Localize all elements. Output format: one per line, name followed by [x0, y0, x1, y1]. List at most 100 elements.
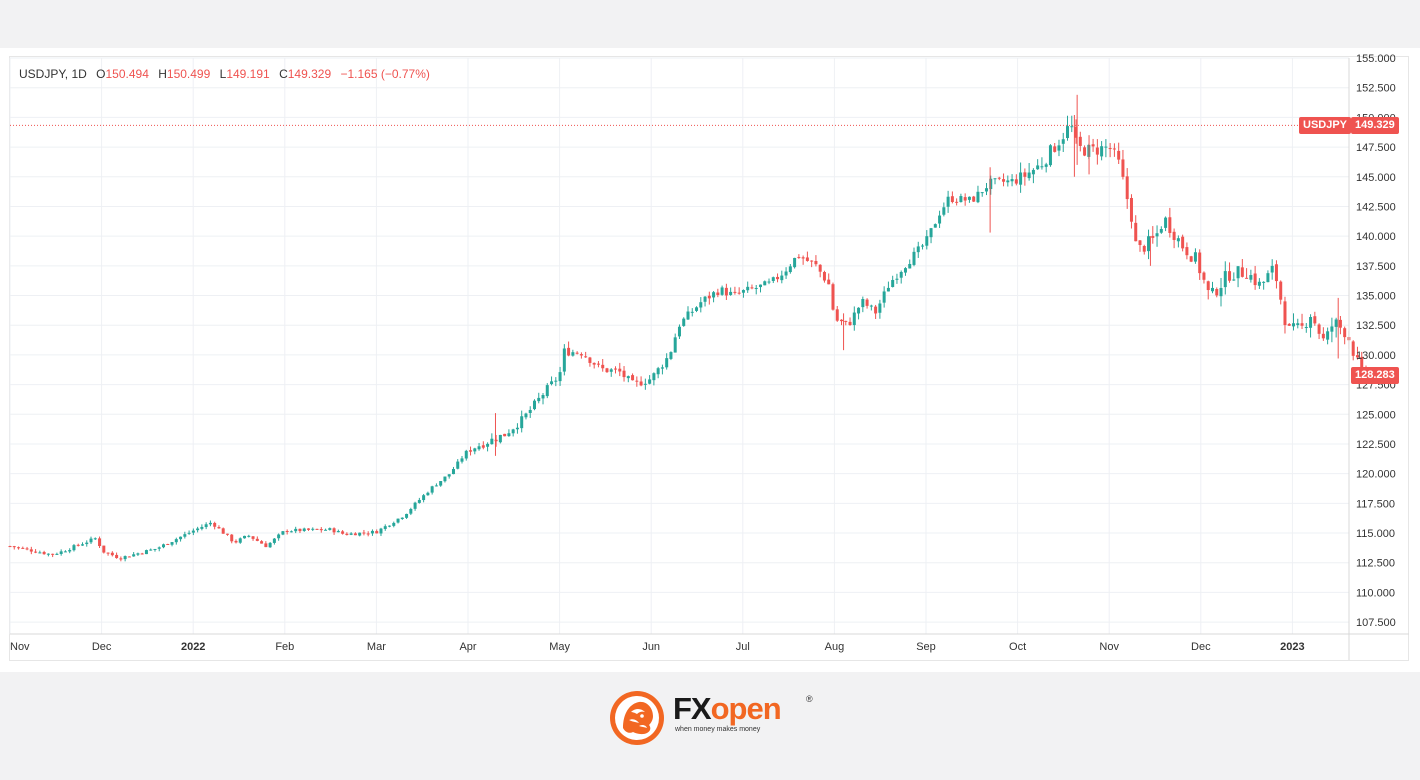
x-tick-label: Jun	[642, 641, 660, 653]
candle-body	[503, 433, 507, 437]
candle-body	[328, 528, 332, 530]
candle-body	[153, 548, 157, 550]
candle-body	[1223, 271, 1227, 288]
candle-body	[520, 416, 524, 429]
candle-body	[1245, 277, 1249, 279]
x-tick-label: Aug	[825, 641, 845, 653]
x-tick-label: Sep	[916, 641, 936, 653]
candle-body	[1292, 323, 1296, 327]
candle-body	[332, 528, 336, 533]
candle-body	[989, 178, 993, 190]
candlestick-chart[interactable]: 155.000152.500150.000147.500145.000142.5…	[0, 0, 1420, 672]
candle-body	[460, 458, 464, 462]
candle-body	[140, 553, 144, 555]
candle-body	[405, 513, 409, 518]
candle-body	[558, 372, 562, 382]
candle-body	[1210, 287, 1214, 292]
candle-body	[157, 547, 161, 549]
candle-body	[648, 379, 652, 384]
candle-body	[1321, 333, 1325, 339]
legend-high-value: 150.499	[166, 67, 211, 81]
candle-body	[456, 461, 460, 469]
candle-body	[635, 380, 639, 382]
brand-tagline: when money makes money	[675, 726, 761, 733]
candle-body	[618, 368, 622, 372]
candle-body	[370, 530, 374, 534]
candle-body	[707, 295, 711, 299]
candle-body	[984, 188, 988, 192]
legend-low-value: 149.191	[226, 67, 270, 81]
x-tick-label: May	[549, 641, 570, 653]
registered-mark: ®	[806, 694, 813, 704]
candle-body	[699, 302, 703, 308]
candle-body	[993, 178, 997, 180]
candle-body	[136, 553, 140, 555]
candle-body	[319, 529, 323, 531]
candle-body	[127, 556, 131, 558]
candle-body	[532, 400, 536, 410]
candle-body	[1360, 356, 1364, 368]
candle-body	[34, 551, 38, 553]
fxopen-logo: FXopen ® when money makes money	[609, 690, 819, 746]
candle-body	[1019, 172, 1023, 185]
x-tick-label: Feb	[275, 641, 294, 653]
candle-body	[358, 532, 362, 536]
candle-body	[660, 367, 664, 369]
candle-body	[59, 551, 63, 554]
candle-body	[17, 547, 21, 549]
candle-body	[878, 303, 882, 313]
candle-body	[1304, 326, 1308, 328]
last-price-value-badge: 149.329	[1351, 116, 1399, 134]
candle-body	[801, 257, 805, 259]
candle-body	[80, 544, 84, 546]
legend-open-value: 150.494	[105, 67, 149, 81]
candle-body	[622, 370, 626, 378]
y-tick-label: 110.000	[1356, 587, 1395, 599]
candle-body	[925, 236, 929, 246]
candle-body	[682, 318, 686, 326]
candle-body	[831, 284, 835, 310]
candle-body	[584, 356, 588, 358]
candle-body	[238, 538, 242, 543]
candle-body	[1185, 247, 1189, 256]
candle-body	[814, 260, 818, 265]
candle-body	[695, 307, 699, 311]
candle-body	[1014, 179, 1018, 184]
candle-body	[38, 552, 42, 554]
candle-body	[179, 536, 183, 540]
candle-body	[1023, 172, 1027, 177]
y-tick-label: 132.500	[1356, 320, 1396, 332]
candle-body	[277, 534, 281, 539]
candle-body	[716, 292, 720, 295]
candle-body	[750, 287, 754, 289]
x-tick-label: Dec	[92, 641, 112, 653]
candle-body	[758, 284, 762, 288]
candle-body	[1172, 231, 1176, 240]
candle-body	[652, 373, 656, 381]
candle-body	[230, 534, 234, 542]
candle-body	[1219, 287, 1223, 297]
candle-body	[1326, 331, 1330, 340]
candle-body	[1309, 317, 1313, 328]
candle-body	[1117, 150, 1121, 160]
candle-body	[507, 433, 511, 437]
candle-body	[1031, 169, 1035, 175]
candle-body	[298, 528, 302, 532]
candle-body	[554, 380, 558, 382]
candle-body	[1078, 136, 1082, 146]
candle-body	[1155, 233, 1159, 237]
candle-body	[690, 311, 694, 313]
candle-body	[575, 352, 579, 354]
candle-body	[874, 306, 878, 314]
candle-body	[102, 545, 106, 553]
candle-body	[562, 348, 566, 372]
candle-body	[68, 550, 72, 552]
candle-body	[550, 381, 554, 385]
candle-body	[741, 290, 745, 293]
candle-body	[852, 312, 856, 326]
candle-body	[1100, 146, 1104, 157]
candle-body	[366, 533, 370, 535]
candle-body	[353, 533, 357, 536]
candle-body	[149, 549, 153, 551]
candle-body	[306, 528, 310, 530]
